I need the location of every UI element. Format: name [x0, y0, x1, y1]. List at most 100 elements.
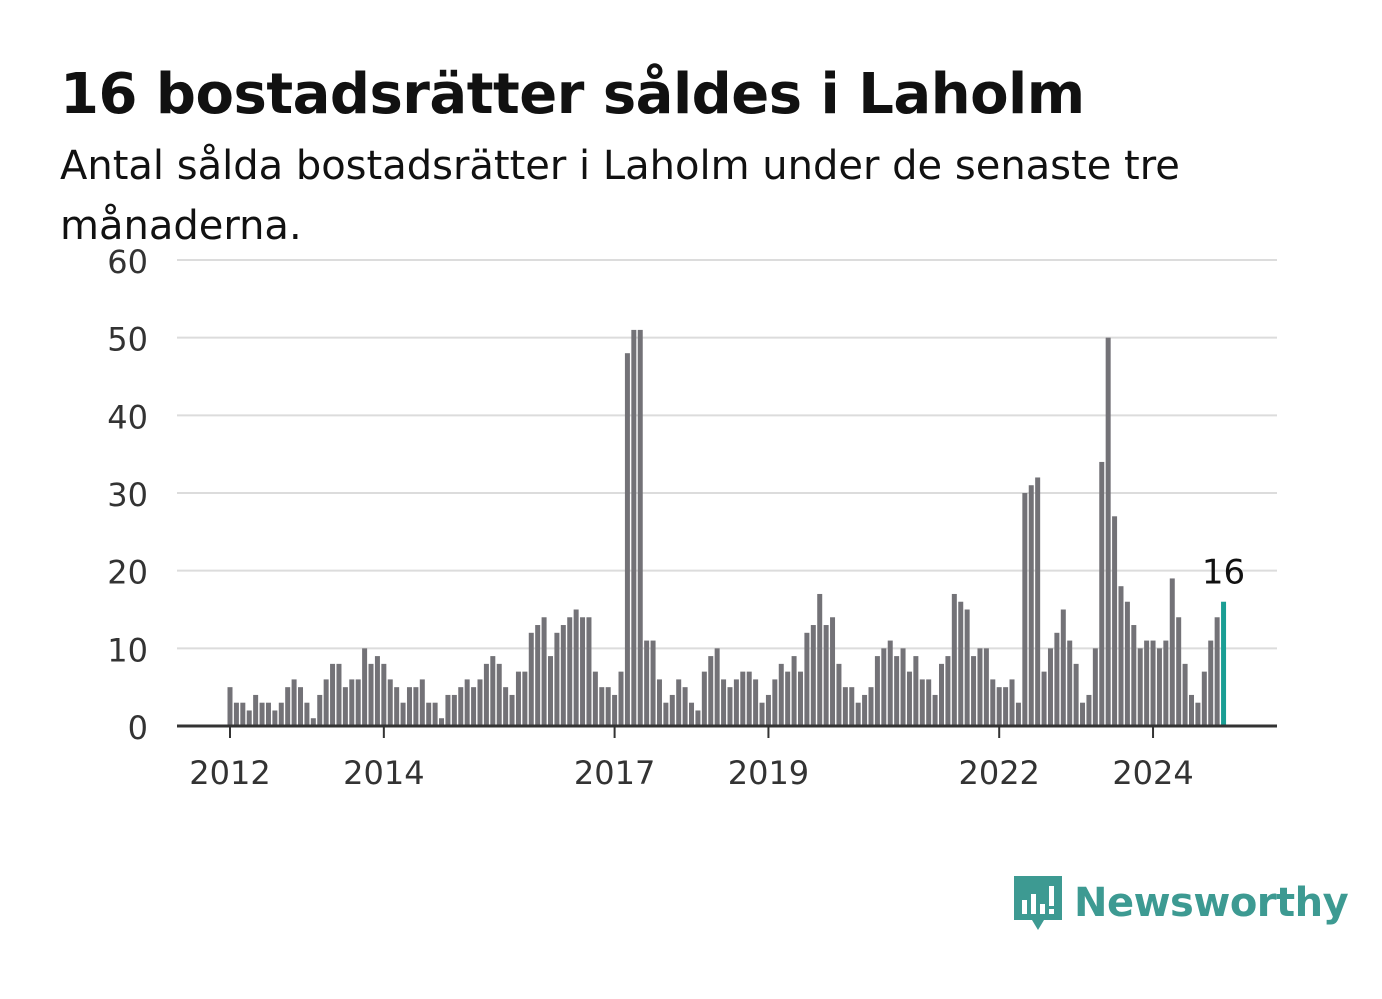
bar [990, 679, 996, 726]
bar [304, 702, 310, 726]
bar [656, 679, 662, 726]
chart-subtitle: Antal sålda bostadsrätter i Laholm under… [60, 143, 1180, 249]
bar [868, 687, 874, 726]
bar [849, 687, 855, 726]
bar [387, 679, 393, 726]
bar [1105, 337, 1111, 726]
y-tick-label: 10 [107, 631, 148, 669]
bar [996, 687, 1002, 726]
newsworthy-logo-icon [1014, 876, 1062, 930]
bar [496, 663, 502, 726]
bar [740, 671, 746, 726]
x-tick-label: 2017 [574, 754, 655, 792]
bar [913, 656, 919, 726]
bar [810, 625, 816, 726]
bar [317, 694, 323, 726]
bar [1208, 640, 1214, 726]
bar [945, 656, 951, 726]
bar [862, 694, 868, 726]
bar [874, 656, 880, 726]
bar [342, 687, 348, 726]
bar [637, 329, 643, 726]
bar [939, 663, 945, 726]
bar [669, 694, 675, 726]
bar [298, 687, 304, 726]
bar [291, 679, 297, 726]
bar [618, 671, 624, 726]
y-tick-label: 60 [107, 243, 148, 281]
bar [541, 617, 547, 726]
bar [894, 656, 900, 726]
bar [759, 702, 765, 726]
bar [797, 671, 803, 726]
bar [721, 679, 727, 726]
highlight-data-label: 16 [1202, 553, 1245, 593]
brand-logo: Newsworthy [1010, 872, 1349, 934]
bar [772, 679, 778, 726]
bar [528, 632, 534, 726]
x-tick-label: 2014 [343, 754, 424, 792]
bar [823, 625, 829, 726]
bar [592, 671, 598, 726]
bar [926, 679, 932, 726]
bar [554, 632, 560, 726]
bar [689, 702, 695, 726]
bar [336, 663, 342, 726]
bar [445, 694, 451, 726]
bar [1118, 586, 1124, 726]
bar [964, 609, 970, 726]
bar [676, 679, 682, 726]
bar [464, 679, 470, 726]
chart-title: 16 bostadsrätter såldes i Laholm [60, 62, 1085, 127]
bar [1112, 516, 1118, 726]
bar [612, 694, 618, 726]
bar [233, 702, 239, 726]
bar [1067, 640, 1073, 726]
y-tick-label: 30 [107, 476, 148, 514]
bar [1156, 648, 1162, 726]
bar [406, 687, 412, 726]
bar [746, 671, 752, 726]
bar [240, 702, 246, 726]
bar [1131, 625, 1137, 726]
bar [1176, 617, 1182, 726]
bar [881, 648, 887, 726]
y-tick-label: 50 [107, 321, 148, 359]
bar [1022, 493, 1028, 726]
x-tick-label: 2012 [189, 754, 270, 792]
bar [650, 640, 656, 726]
bar [624, 353, 630, 726]
bar [906, 671, 912, 726]
bar [663, 702, 669, 726]
bar [278, 702, 284, 726]
brand-name: Newsworthy [1074, 880, 1349, 926]
bar [958, 601, 964, 726]
bar [733, 679, 739, 726]
bar [413, 687, 419, 726]
bar [1035, 477, 1041, 726]
bar [932, 694, 938, 726]
bar [1047, 648, 1053, 726]
highlighted-bar [1221, 601, 1227, 726]
y-tick-label: 20 [107, 554, 148, 592]
bar [439, 718, 445, 726]
bar [272, 710, 278, 726]
bar [708, 656, 714, 726]
x-tick-label: 2022 [958, 754, 1039, 792]
bar [842, 687, 848, 726]
bar [515, 671, 521, 726]
bar [977, 648, 983, 726]
bar [374, 656, 380, 726]
bar [426, 702, 432, 726]
bar [644, 640, 650, 726]
bar [785, 671, 791, 726]
bar [804, 632, 810, 726]
y-tick-label: 40 [107, 398, 148, 436]
bar [1124, 601, 1130, 726]
bar [1099, 461, 1105, 726]
bar [1195, 702, 1201, 726]
bar [285, 687, 291, 726]
bar [1201, 671, 1207, 726]
bar [1214, 617, 1220, 726]
